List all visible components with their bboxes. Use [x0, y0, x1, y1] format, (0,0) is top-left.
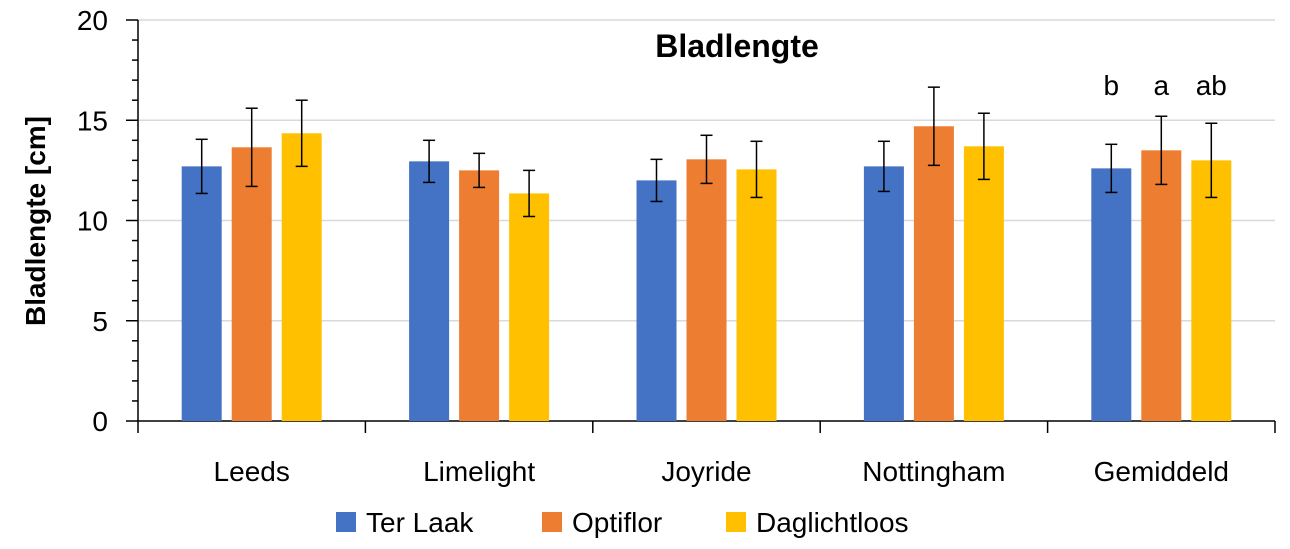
legend-swatch: [336, 512, 356, 532]
legend-swatch: [726, 512, 746, 532]
legend-label: Optiflor: [572, 507, 662, 538]
bar-ter-laak-gemiddeld: [1091, 168, 1132, 421]
legend: Ter Laak Optiflor Daglichtloos: [336, 507, 909, 538]
y-tick-label: 10: [77, 206, 108, 237]
bar-daglichtloos-gemiddeld: [1191, 160, 1232, 421]
bar-optiflor-nottingham: [913, 126, 954, 421]
y-tick-label: 15: [77, 105, 108, 136]
labels: 0 5 10 15 20 Leeds Limelight Joyride Nottingham G…: [77, 5, 1229, 487]
bar-ter-laak-joyride: [636, 180, 677, 421]
x-tick-label: Joyride: [661, 456, 751, 487]
significance-label: a: [1154, 70, 1170, 101]
bar-daglichtloos-limelight: [509, 193, 550, 421]
significance-label: ab: [1196, 70, 1227, 101]
bar-ter-laak-leeds: [181, 166, 222, 421]
error-bars: [195, 86, 1218, 218]
x-tick-label: Limelight: [423, 456, 535, 487]
y-axis-label: Bladlengte [cm]: [20, 116, 51, 326]
y-tick-label: 5: [92, 306, 108, 337]
significance-label: b: [1104, 70, 1120, 101]
legend-label: Daglichtloos: [756, 507, 909, 538]
bar-optiflor-leeds: [231, 147, 272, 421]
bar-optiflor-limelight: [459, 170, 500, 421]
x-tick-label: Gemiddeld: [1094, 456, 1229, 487]
x-tick-label: Leeds: [214, 456, 290, 487]
bars: [181, 126, 1232, 422]
y-tick-label: 20: [77, 5, 108, 36]
bar-daglichtloos-leeds: [281, 133, 322, 421]
bar-daglichtloos-nottingham: [963, 146, 1004, 421]
y-tick-label: 0: [92, 406, 108, 437]
bar-ter-laak-nottingham: [863, 166, 904, 421]
x-tick-label: Nottingham: [862, 456, 1005, 487]
chart-title: Bladlengte: [655, 28, 819, 64]
legend-swatch: [542, 512, 562, 532]
bar-optiflor-joyride: [686, 159, 727, 421]
legend-label: Ter Laak: [366, 507, 474, 538]
bar-daglichtloos-joyride: [736, 169, 777, 421]
bar-ter-laak-limelight: [409, 161, 450, 422]
bar-optiflor-gemiddeld: [1141, 150, 1182, 421]
